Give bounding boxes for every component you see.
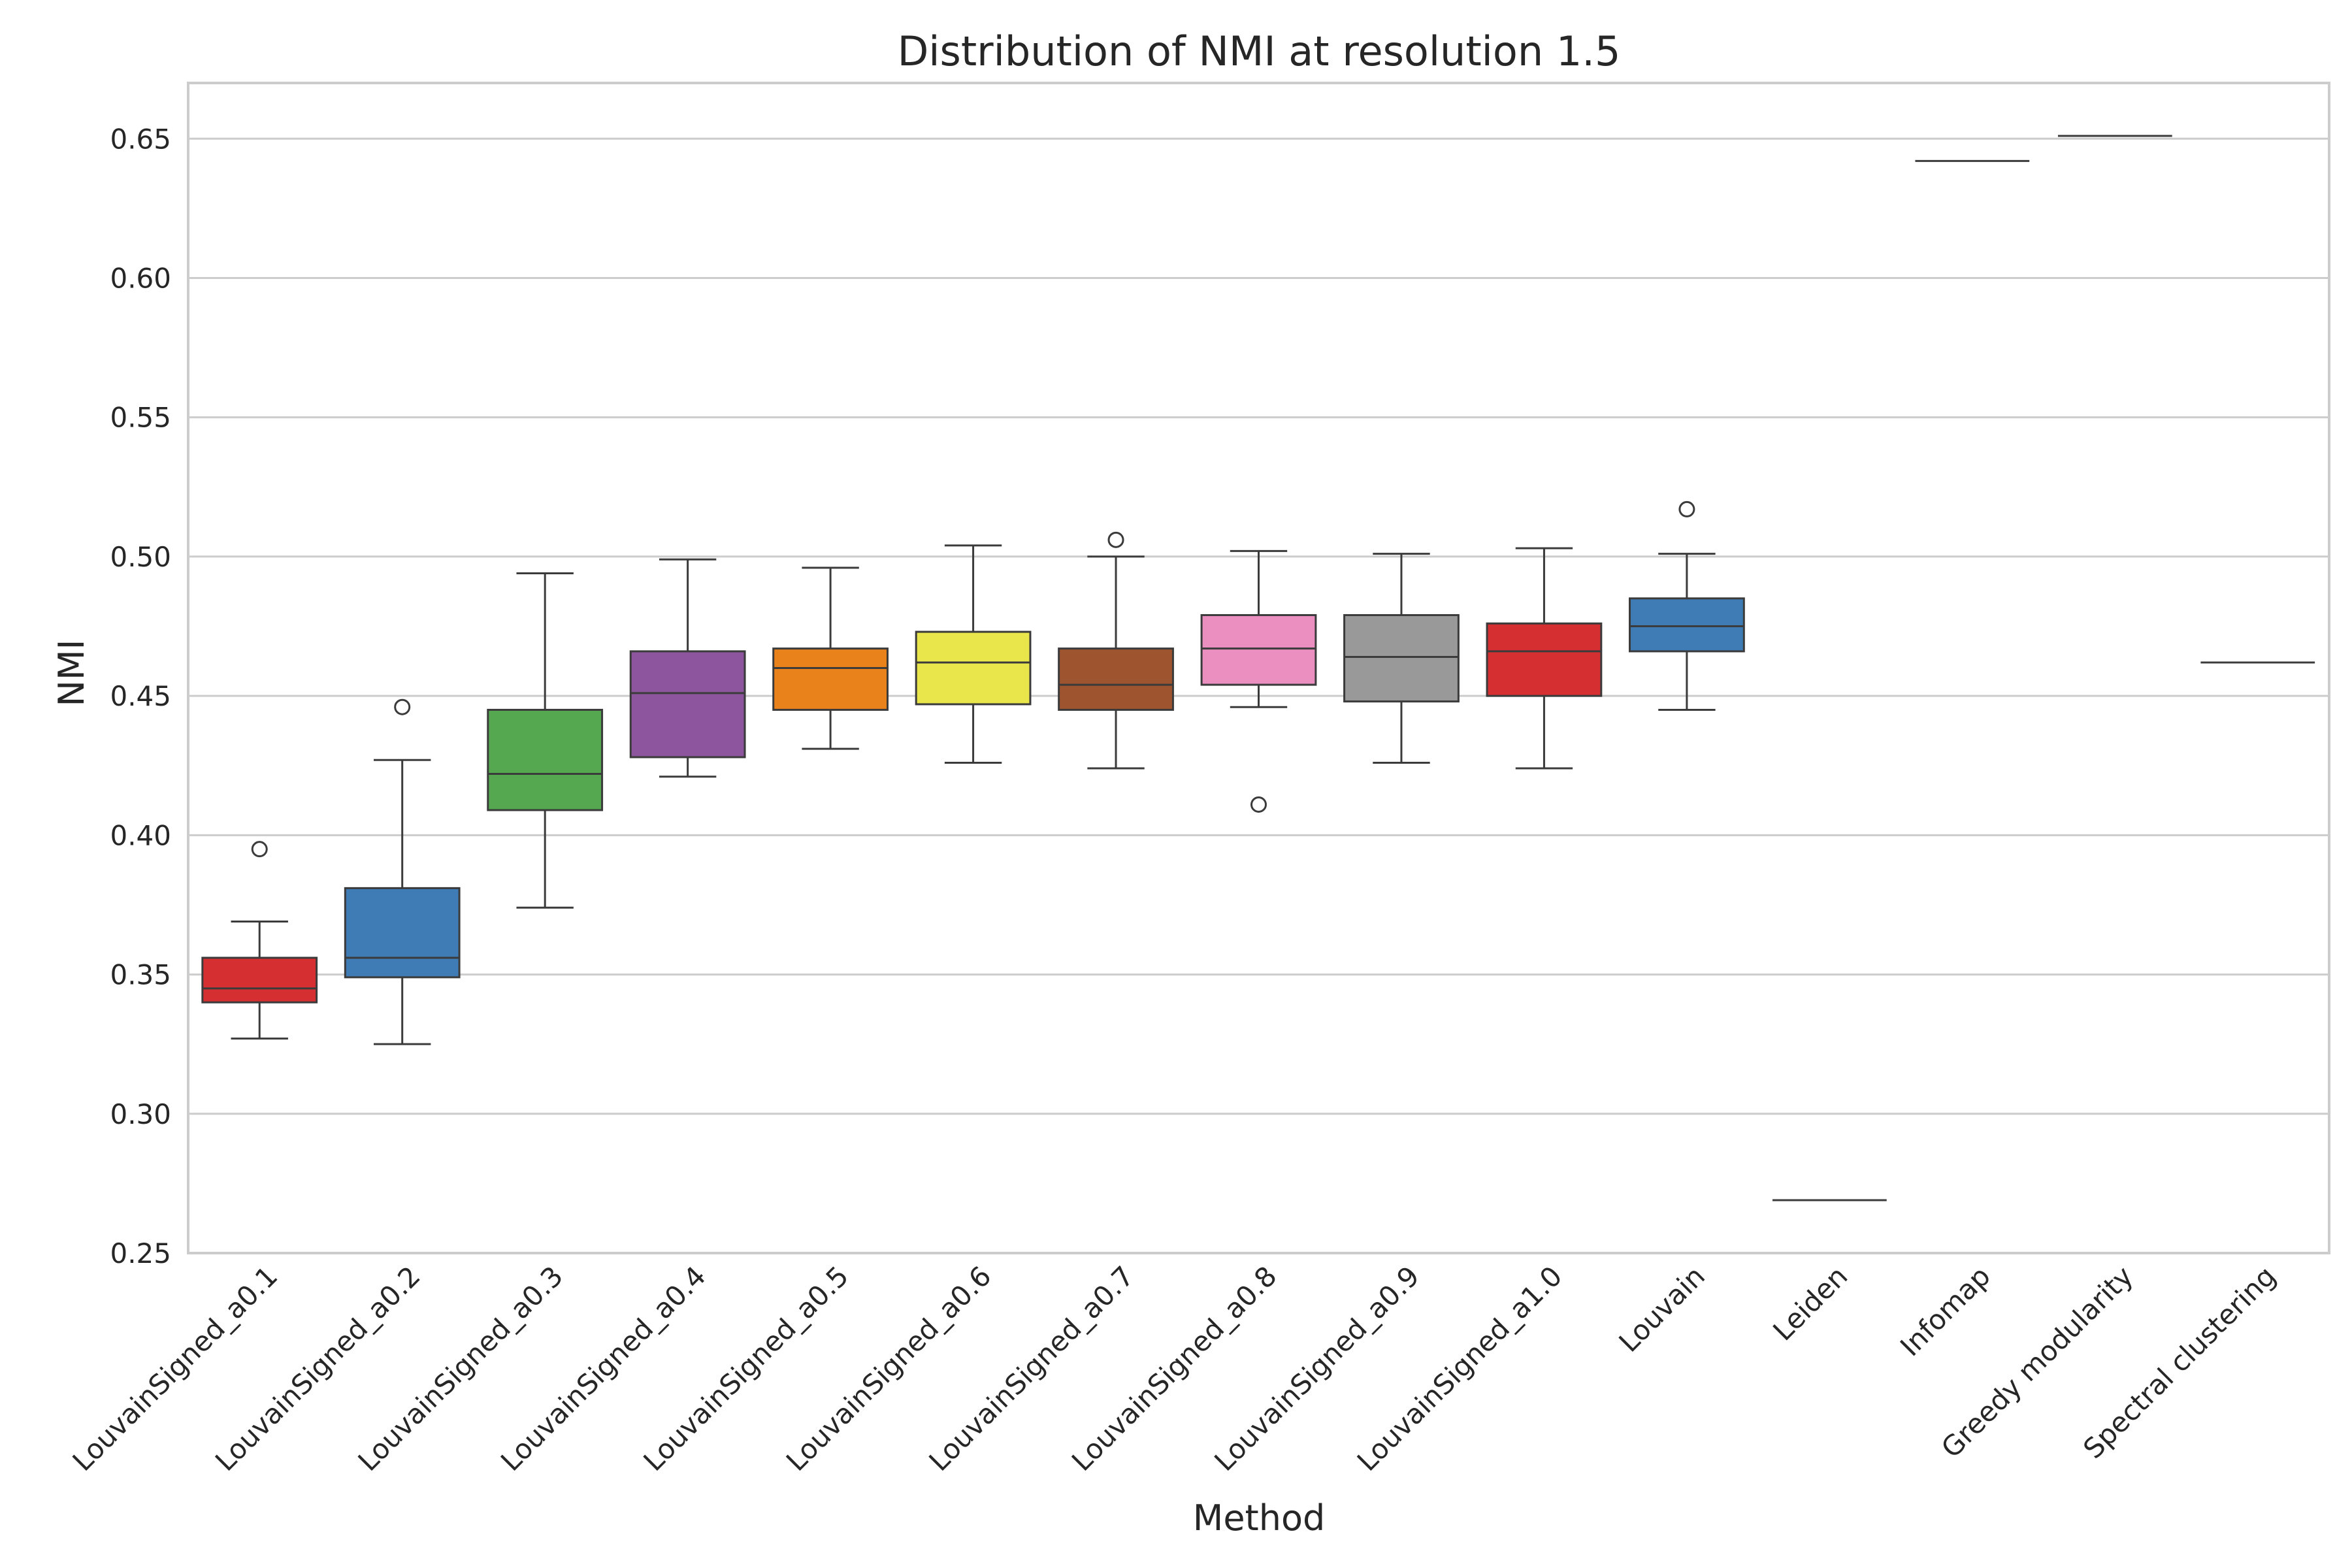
iqr-box	[1486, 622, 1603, 697]
box-group	[1200, 549, 1317, 813]
box-group	[915, 544, 1032, 764]
y-tick-label: 0.35	[110, 959, 171, 991]
box-group	[487, 572, 604, 909]
boxes	[201, 135, 2315, 1201]
box-group	[201, 841, 318, 1040]
iqr-box	[1200, 613, 1317, 686]
y-tick-label: 0.30	[110, 1098, 171, 1130]
iqr-box	[1629, 597, 1745, 653]
plot-area-frame	[187, 82, 2330, 1254]
box-group	[1343, 553, 1460, 764]
y-tick-label: 0.55	[110, 402, 171, 434]
outlier-point	[1678, 500, 1695, 517]
y-tick-label: 0.50	[110, 541, 171, 573]
y-tick-labels: 0.25 0.30 0.35 0.40 0.45 0.50 0.55 0.60 0.65	[110, 123, 171, 1269]
iqr-box	[1343, 613, 1460, 703]
box-group	[344, 698, 461, 1045]
box-group	[1486, 547, 1603, 770]
y-tick-label: 0.60	[110, 263, 171, 295]
box-group	[772, 566, 889, 750]
y-tick-label: 0.40	[110, 819, 171, 851]
box-group	[1629, 500, 1745, 711]
iqr-box	[1058, 647, 1174, 711]
outlier-point	[1250, 796, 1267, 813]
outlier-point	[1107, 531, 1124, 548]
iqr-box	[629, 650, 746, 759]
iqr-box	[772, 647, 889, 711]
y-tick-label: 0.25	[110, 1237, 171, 1269]
y-axis-label: NMI	[51, 640, 92, 707]
iqr-box	[344, 887, 461, 979]
y-tick-label: 0.45	[110, 680, 171, 712]
outlier-point	[394, 698, 411, 715]
chart-title: Distribution of NMI at resolution 1.5	[898, 27, 1621, 75]
iqr-box	[487, 708, 604, 811]
iqr-box	[201, 956, 318, 1004]
x-axis-label: Method	[1193, 1497, 1326, 1539]
box-group	[629, 558, 746, 778]
box-group	[1058, 531, 1174, 770]
y-tick-label: 0.65	[110, 123, 171, 155]
iqr-box	[915, 630, 1032, 706]
outlier-point	[251, 841, 268, 858]
